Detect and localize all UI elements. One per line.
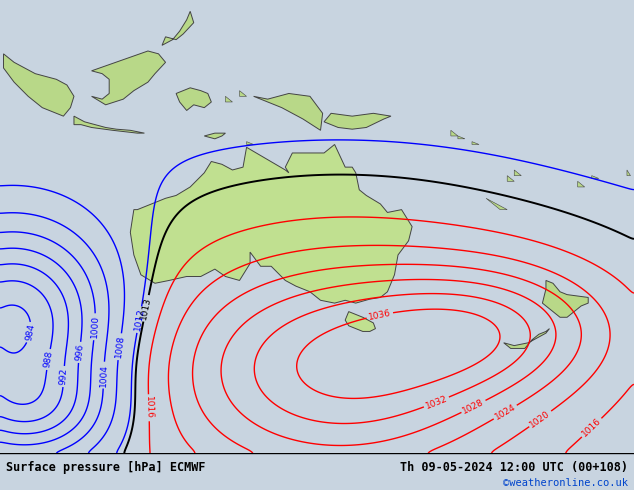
Polygon shape [324, 113, 391, 129]
Text: 1028: 1028 [462, 397, 486, 416]
Polygon shape [458, 136, 465, 139]
Text: 988: 988 [42, 350, 55, 369]
Polygon shape [592, 175, 598, 178]
Polygon shape [472, 142, 479, 145]
Polygon shape [74, 116, 145, 133]
Polygon shape [4, 54, 74, 116]
Polygon shape [514, 170, 521, 175]
Polygon shape [503, 329, 550, 348]
Text: 996: 996 [74, 343, 85, 362]
Polygon shape [247, 142, 254, 145]
Polygon shape [451, 130, 458, 136]
Polygon shape [91, 51, 165, 105]
Text: ©weatheronline.co.uk: ©weatheronline.co.uk [503, 478, 628, 489]
Polygon shape [226, 97, 233, 102]
Text: 1020: 1020 [528, 409, 552, 429]
Text: 1008: 1008 [113, 335, 126, 359]
Polygon shape [627, 170, 630, 175]
Text: 1016: 1016 [144, 396, 154, 419]
Text: 1032: 1032 [424, 393, 449, 411]
Polygon shape [162, 11, 194, 46]
Text: 1013: 1013 [139, 296, 153, 320]
Polygon shape [240, 91, 247, 97]
Polygon shape [204, 133, 226, 139]
Text: 1024: 1024 [493, 402, 517, 422]
Text: Th 09-05-2024 12:00 UTC (00+108): Th 09-05-2024 12:00 UTC (00+108) [399, 461, 628, 474]
Polygon shape [578, 181, 585, 187]
Text: 984: 984 [24, 323, 36, 342]
Text: 1016: 1016 [580, 416, 603, 439]
Polygon shape [486, 198, 507, 210]
Text: 1012: 1012 [133, 308, 146, 332]
Polygon shape [543, 280, 588, 318]
Text: 1004: 1004 [99, 364, 108, 387]
Text: 1036: 1036 [368, 309, 392, 322]
Polygon shape [254, 94, 323, 130]
Polygon shape [507, 175, 514, 181]
Text: Surface pressure [hPa] ECMWF: Surface pressure [hPa] ECMWF [6, 461, 206, 474]
Text: 992: 992 [59, 368, 68, 385]
Polygon shape [176, 88, 211, 110]
Polygon shape [345, 312, 375, 331]
Polygon shape [131, 145, 412, 303]
Text: 1000: 1000 [90, 315, 100, 339]
